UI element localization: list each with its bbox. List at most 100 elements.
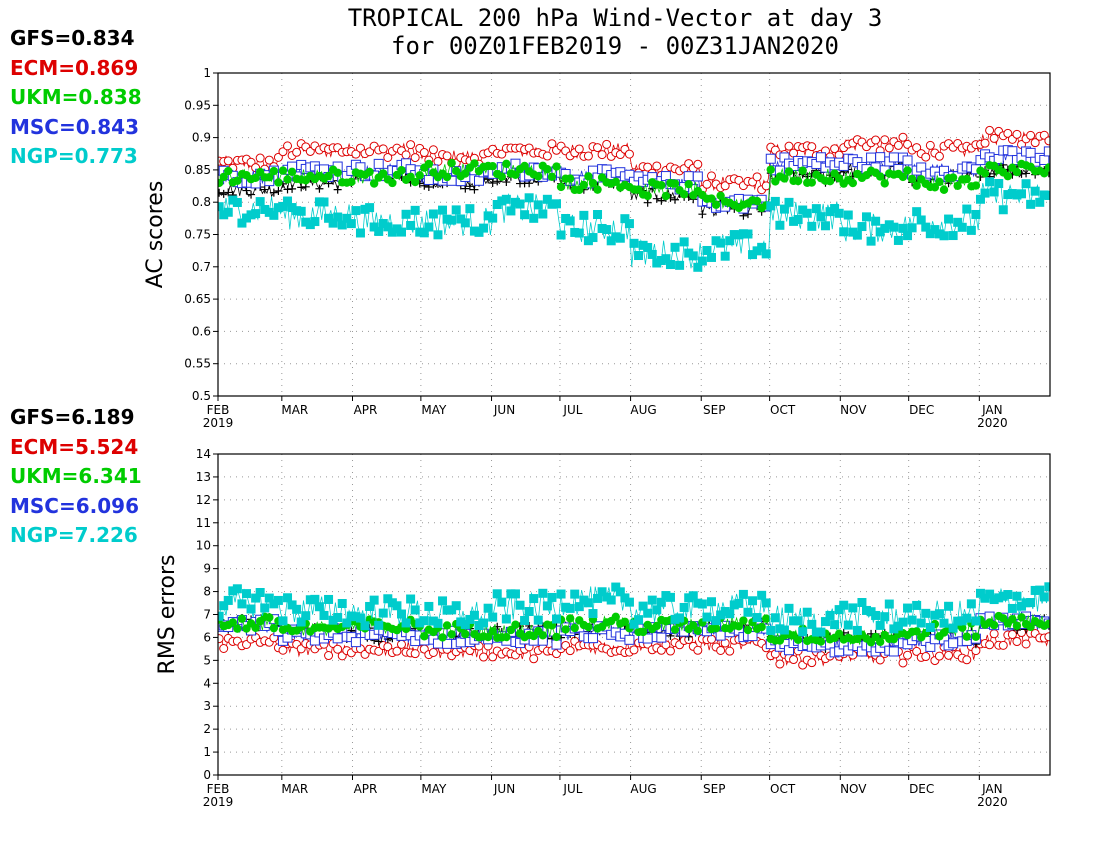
marker-ngp — [743, 607, 753, 617]
marker-ukm — [269, 166, 279, 176]
marker-ngp — [807, 221, 817, 231]
marker-gfs — [671, 195, 680, 204]
marker-ngp — [428, 209, 438, 219]
marker-ngp — [661, 254, 671, 264]
marker-msc — [683, 171, 694, 182]
marker-ukm — [570, 623, 579, 633]
rms-score-ukm: UKM=6.341 — [10, 464, 142, 488]
y-tick-label: 0.85 — [184, 163, 211, 177]
marker-ngp — [365, 601, 375, 611]
marker-ngp — [574, 228, 584, 238]
marker-ngp — [944, 214, 954, 224]
marker-ngp — [1039, 190, 1049, 200]
marker-ngp — [483, 603, 493, 613]
y-tick-label: 2 — [203, 722, 211, 736]
marker-ukm — [488, 161, 497, 171]
marker-ngp — [1017, 601, 1027, 611]
marker-ecm — [665, 646, 675, 656]
x-month-label: APR — [354, 782, 378, 796]
marker-ngp — [223, 207, 233, 217]
marker-ngp — [292, 604, 302, 614]
marker-ecm — [807, 142, 817, 152]
marker-ngp — [410, 605, 420, 615]
marker-ngp — [251, 593, 261, 603]
marker-ecm — [593, 143, 603, 153]
marker-ngp — [1035, 197, 1045, 207]
marker-ngp — [761, 598, 771, 608]
marker-ngp — [273, 595, 283, 605]
marker-ngp — [652, 605, 662, 615]
marker-ngp — [820, 617, 830, 627]
marker-ukm — [410, 177, 420, 187]
marker-ngp — [246, 604, 256, 614]
marker-ukm — [483, 632, 493, 642]
marker-ngp — [643, 608, 653, 618]
marker-ukm — [547, 172, 557, 182]
marker-ukm — [693, 626, 703, 635]
marker-ngp — [415, 227, 425, 237]
marker-ngp — [355, 613, 365, 623]
rms-score-ngp: NGP=7.226 — [10, 523, 138, 547]
marker-ngp — [492, 199, 502, 209]
y-tick-label: 13 — [196, 470, 211, 484]
marker-ngp — [456, 214, 466, 224]
marker-ngp — [606, 595, 616, 605]
marker-ukm — [657, 181, 666, 190]
marker-ngp — [538, 588, 548, 598]
marker-ukm — [347, 177, 356, 187]
marker-ecm — [428, 145, 438, 155]
x-month-label: AUG — [630, 403, 656, 417]
marker-ngp — [675, 260, 685, 270]
marker-ngp — [255, 588, 265, 598]
marker-ngp — [337, 599, 347, 609]
marker-ngp — [802, 208, 812, 218]
marker-ngp — [779, 625, 789, 635]
marker-ngp — [784, 197, 794, 207]
marker-ngp — [816, 627, 826, 637]
marker-ukm — [233, 624, 242, 633]
marker-ngp — [665, 260, 675, 270]
marker-gfs — [502, 178, 511, 187]
plot-frame — [217, 453, 1051, 776]
rms-score-ecm: ECM=5.524 — [10, 434, 139, 459]
marker-ngp — [830, 204, 840, 214]
marker-ukm — [935, 177, 944, 187]
y-tick-label: 9 — [203, 562, 211, 576]
marker-ngp — [460, 619, 470, 629]
marker-ukm — [948, 173, 958, 182]
y-tick-label: 0.7 — [192, 260, 211, 274]
marker-ngp — [725, 609, 735, 619]
marker-ngp — [365, 203, 375, 213]
marker-ngp — [424, 222, 434, 232]
marker-ukm — [237, 614, 247, 623]
marker-ukm — [793, 176, 803, 186]
marker-ngp — [848, 603, 858, 613]
marker-ngp — [830, 620, 840, 630]
marker-gfs — [333, 185, 342, 194]
marker-ukm — [365, 167, 374, 177]
marker-ngp — [374, 226, 384, 236]
marker-ngp — [551, 199, 561, 209]
marker-ukm — [502, 632, 511, 642]
marker-ngp — [679, 602, 689, 612]
marker-ngp — [1007, 189, 1017, 199]
marker-ngp — [497, 597, 507, 607]
marker-ngp — [1035, 585, 1045, 595]
x-month-label: JUN — [493, 403, 515, 417]
rms-score-msc: MSC=6.096 — [10, 493, 140, 518]
marker-ngp — [1012, 591, 1022, 601]
marker-ecm — [989, 133, 999, 143]
marker-ecm — [934, 651, 944, 661]
marker-ngp — [260, 603, 270, 613]
marker-ukm — [461, 169, 470, 178]
marker-ngp — [556, 589, 566, 599]
ac-scores-plot: 0.5 0.55 0.6 0.65 0.7 0.75 0.8 0.85 0.9 0.95 1 FEB M… — [143, 66, 1051, 430]
marker-ecm — [903, 650, 913, 660]
x-month-label: FEB — [207, 403, 230, 417]
marker-ukm — [1044, 163, 1050, 172]
marker-ukm — [565, 174, 575, 183]
marker-ukm — [834, 629, 844, 638]
marker-ngp — [1026, 598, 1036, 608]
marker-ecm — [912, 646, 922, 656]
marker-ukm — [739, 616, 748, 625]
